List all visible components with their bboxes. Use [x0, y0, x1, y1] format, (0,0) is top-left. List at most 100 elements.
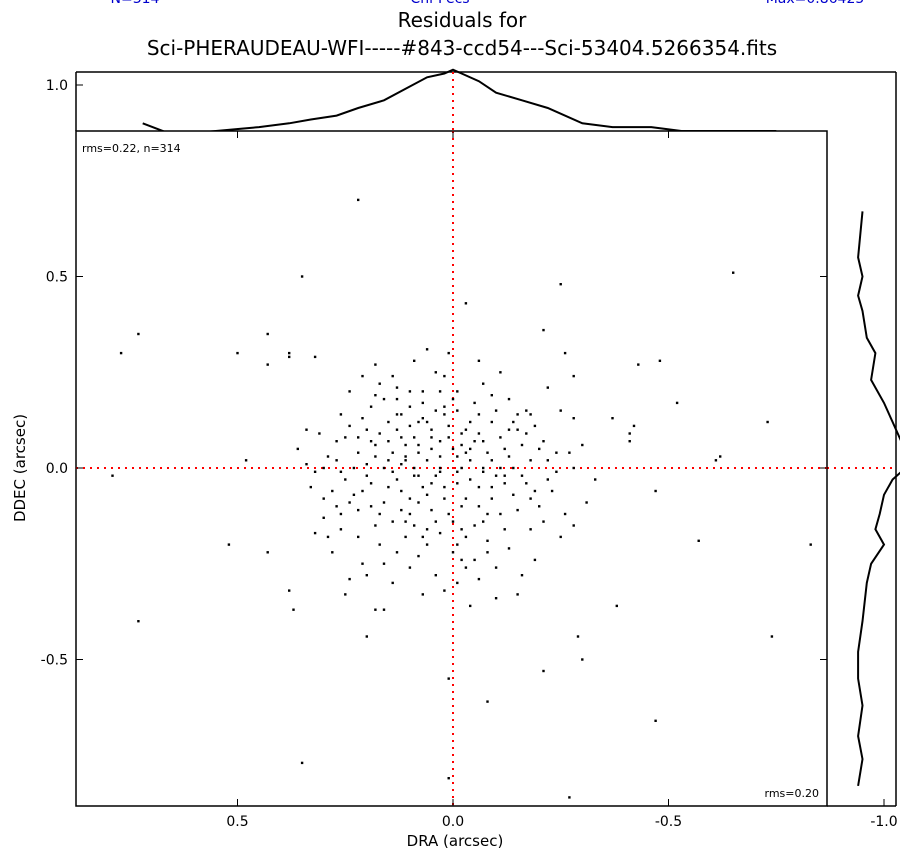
scatter-point — [538, 447, 541, 451]
scatter-point — [365, 574, 368, 577]
scatter-point — [675, 401, 679, 405]
scatter-point — [443, 497, 446, 500]
scatter-point — [365, 474, 368, 477]
scatter-point — [542, 440, 545, 443]
scatter-point — [447, 512, 450, 516]
header-fragment-1: Chi-Pecs — [410, 0, 469, 7]
scatter-point — [408, 405, 412, 408]
scatter-point — [529, 413, 532, 416]
scatter-point — [395, 478, 399, 481]
annotation-main: rms=0.22, n=314 — [82, 142, 181, 155]
scatter-point — [313, 355, 317, 359]
scatter-point — [382, 466, 386, 470]
scatter-point — [766, 420, 769, 424]
scatter-points — [111, 198, 812, 799]
scatter-point — [387, 440, 390, 443]
scatter-point — [387, 485, 390, 489]
scatter-point — [637, 363, 640, 366]
scatter-point — [464, 497, 468, 500]
scatter-point — [594, 478, 597, 481]
scatter-point — [438, 470, 442, 473]
scatter-point — [421, 417, 424, 420]
scatter-point — [563, 351, 567, 355]
scatter-point — [266, 551, 269, 554]
scatter-point — [568, 796, 571, 799]
scatter-point — [443, 413, 446, 416]
scatter-point — [434, 474, 437, 477]
scatter-point — [288, 355, 291, 359]
scatter-point — [395, 386, 399, 389]
scatter-point — [348, 424, 351, 428]
scatter-point — [313, 470, 317, 473]
scatter-point — [365, 428, 368, 431]
scatter-point — [352, 493, 356, 496]
scatter-point — [469, 447, 472, 451]
scatter-point — [430, 508, 433, 512]
scatter-point — [378, 432, 381, 435]
scatter-point — [732, 271, 735, 274]
scatter-point — [430, 436, 433, 439]
scatter-point — [374, 608, 377, 611]
scatter-point — [382, 608, 386, 611]
scatter-point — [555, 470, 558, 473]
scatter-point — [395, 428, 399, 431]
header-fragment-2: Max=0.86425 — [766, 0, 865, 7]
scatter-point — [494, 597, 498, 600]
scatter-point — [425, 420, 429, 424]
scatter-point — [421, 535, 424, 539]
scatter-point — [482, 520, 485, 523]
scatter-point — [357, 436, 360, 439]
scatter-point — [413, 359, 416, 362]
scatter-point — [300, 275, 304, 278]
scatter-point — [572, 524, 575, 527]
y-tick-label: 0.0 — [46, 461, 68, 477]
scatter-point — [425, 348, 429, 351]
scatter-point — [572, 466, 575, 470]
scatter-point — [477, 485, 481, 489]
scatter-point — [611, 417, 614, 420]
scatter-point — [374, 455, 377, 458]
scatter-point — [413, 524, 416, 527]
scatter-point — [542, 520, 545, 523]
scatter-point — [516, 593, 519, 596]
scatter-point — [387, 420, 390, 424]
scatter-point — [525, 409, 528, 412]
scatter-point — [482, 382, 485, 385]
scatter-point — [400, 436, 403, 439]
scatter-point — [417, 501, 420, 504]
scatter-point — [490, 459, 493, 462]
scatter-point — [344, 436, 347, 439]
scatter-point — [361, 417, 364, 420]
scatter-point — [335, 440, 338, 443]
scatter-point — [477, 359, 481, 362]
scatter-point — [555, 451, 558, 454]
scatter-point — [361, 489, 364, 493]
scatter-point — [490, 420, 493, 424]
scatter-point — [512, 466, 515, 470]
scatter-point — [395, 551, 399, 554]
scatter-point — [413, 436, 416, 439]
scatter-point — [421, 485, 424, 489]
scatter-plot-frame — [75, 130, 828, 807]
scatter-point — [391, 451, 394, 454]
scatter-point — [456, 581, 459, 585]
scatter-point — [464, 451, 468, 454]
scatter-point — [387, 459, 390, 462]
scatter-point — [400, 463, 403, 466]
scatter-point — [335, 459, 338, 462]
scatter-point — [417, 474, 420, 477]
scatter-point — [456, 543, 459, 546]
scatter-point — [331, 489, 334, 493]
scatter-point — [525, 482, 528, 485]
x-tick-label: 0.5 — [226, 814, 248, 830]
scatter-point — [460, 528, 463, 531]
scatter-point — [447, 351, 450, 355]
scatter-point — [658, 359, 662, 362]
scatter-point — [339, 470, 343, 473]
scatter-point — [490, 485, 493, 489]
scatter-point — [546, 386, 549, 389]
scatter-point — [456, 470, 459, 473]
scatter-point — [494, 566, 498, 569]
scatter-point — [520, 574, 524, 577]
scatter-point — [447, 677, 450, 680]
